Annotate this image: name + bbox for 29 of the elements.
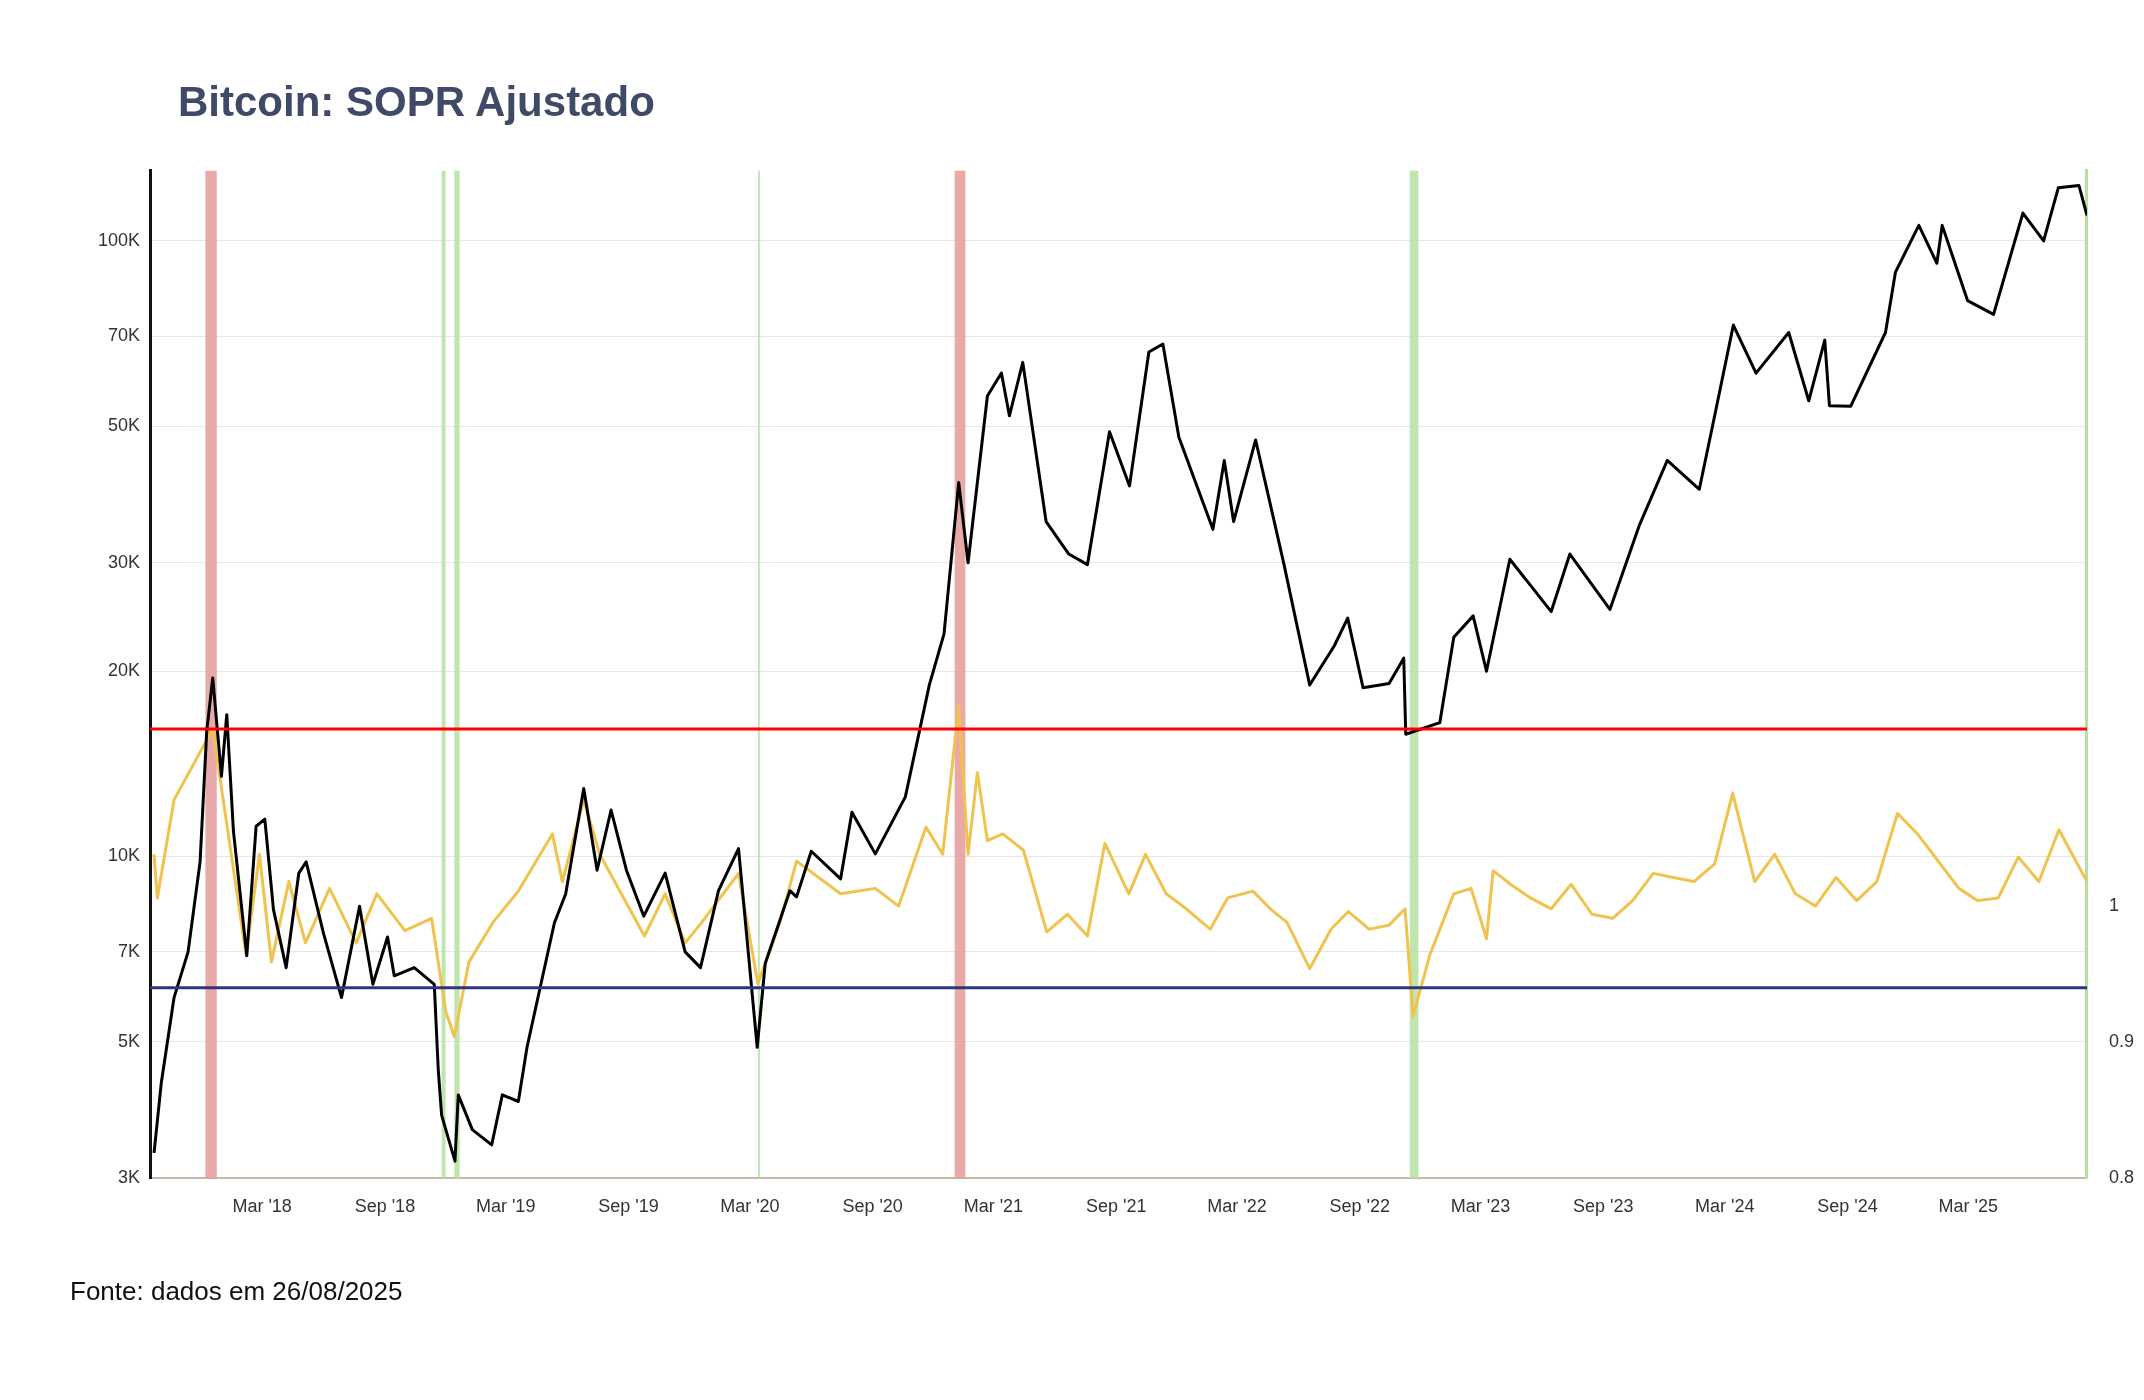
y-tick-label: 20K <box>108 660 141 681</box>
x-tick-label: Mar '24 <box>1694 1196 1755 1217</box>
x-tick-label: Sep '20 <box>842 1196 903 1217</box>
x-tick-label: Mar '23 <box>1450 1196 1511 1217</box>
y-tick-label: 100K <box>97 229 141 250</box>
chart-title: Bitcoin: SOPR Ajustado <box>177 77 656 127</box>
x-tick-label: Mar '25 <box>1938 1196 1998 1217</box>
x-tick-label: Mar '22 <box>1207 1196 1267 1217</box>
y2-tick-label: 0.9 <box>2108 1031 2135 1052</box>
y-tick-label: 7K <box>118 940 141 961</box>
y-tick-label: 50K <box>108 415 141 436</box>
source-note: Fonte: dados em 26/08/2025 <box>70 1276 404 1307</box>
x-tick-label: Mar '19 <box>475 1196 536 1217</box>
y2-tick-label: 0.8 <box>2108 1167 2135 1188</box>
y-tick-label: 70K <box>108 325 141 346</box>
x-tick-label: Sep '19 <box>598 1196 659 1217</box>
x-tick-label: Sep '18 <box>354 1196 416 1217</box>
y-tick-label: 5K <box>118 1030 141 1051</box>
x-tick-label: Mar '20 <box>720 1196 780 1217</box>
y-tick-label: 10K <box>108 845 141 866</box>
x-tick-label: Mar '21 <box>963 1196 1024 1217</box>
y-tick-label: 3K <box>118 1167 141 1188</box>
y2-tick-label: 1 <box>2108 895 2119 916</box>
x-tick-label: Sep '21 <box>1085 1196 1147 1217</box>
y-tick-label: 30K <box>108 551 141 572</box>
x-tick-label: Sep '23 <box>1572 1196 1634 1217</box>
x-tick-label: Sep '24 <box>1817 1196 1878 1217</box>
x-tick-label: Sep '22 <box>1329 1196 1390 1217</box>
x-tick-label: Mar '18 <box>232 1196 292 1217</box>
